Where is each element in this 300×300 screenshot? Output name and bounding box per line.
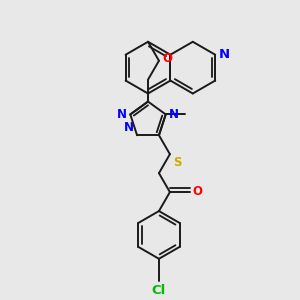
Text: N: N: [124, 121, 134, 134]
Text: N: N: [169, 108, 179, 121]
Text: O: O: [162, 52, 172, 65]
Text: N: N: [117, 108, 127, 121]
Text: O: O: [193, 184, 202, 198]
Text: N: N: [219, 48, 230, 61]
Text: S: S: [173, 156, 182, 169]
Text: Cl: Cl: [152, 284, 166, 297]
